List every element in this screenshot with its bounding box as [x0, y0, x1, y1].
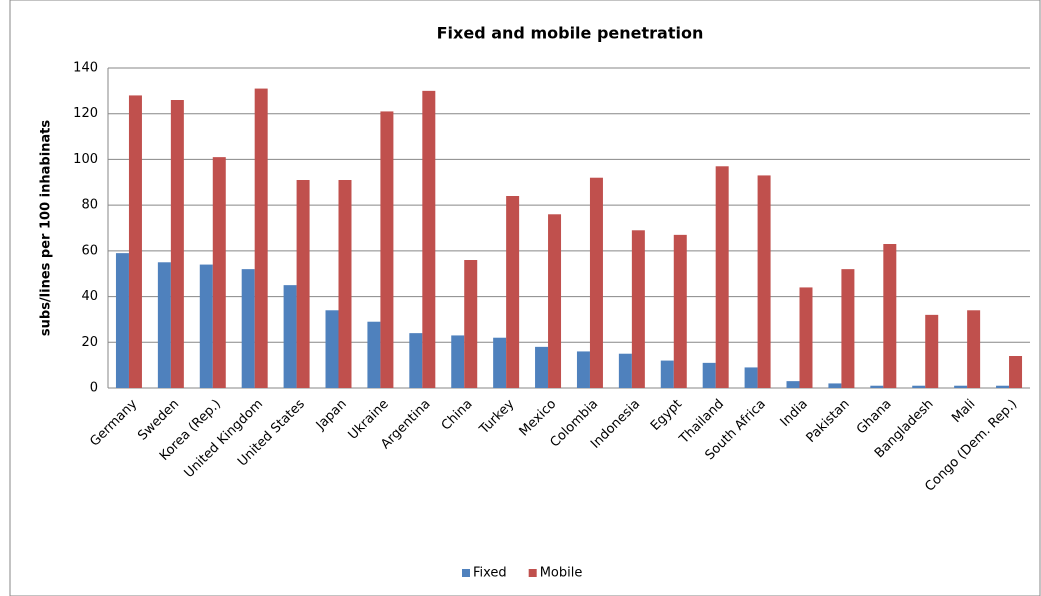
bar: [296, 180, 310, 388]
bar: [464, 260, 478, 388]
bar: [1009, 356, 1023, 388]
bar: [841, 269, 855, 388]
y-tick-label: 120: [73, 106, 98, 121]
y-tick-label: 60: [81, 243, 98, 258]
bar: [380, 111, 394, 388]
bar: [786, 381, 800, 388]
y-tick-label: 100: [73, 152, 98, 167]
bar: [212, 157, 226, 388]
legend-swatch: [462, 569, 470, 577]
y-tick-label: 140: [73, 61, 98, 76]
bar: [576, 351, 590, 388]
bar: [409, 333, 423, 388]
y-axis-label: subs/lines per 100 inhabinats: [39, 120, 54, 336]
bar: [925, 314, 939, 388]
bar: [715, 166, 729, 388]
bar: [128, 95, 142, 388]
bar: [451, 335, 465, 388]
bar: [548, 214, 562, 388]
bar: [422, 90, 436, 388]
bar: [883, 244, 897, 388]
bar: [912, 385, 926, 388]
legend-label: Fixed: [473, 566, 507, 581]
bar: [589, 177, 603, 388]
legend-swatch: [528, 569, 537, 577]
y-tick-label: 40: [81, 289, 98, 304]
bar: [870, 385, 884, 388]
y-tick-label: 20: [81, 335, 98, 350]
legend-label: Mobile: [540, 566, 583, 581]
bar: [506, 196, 520, 388]
bar: [757, 175, 771, 388]
bar: [170, 100, 184, 388]
bar: [493, 337, 507, 388]
bar: [618, 353, 632, 388]
bar: [673, 234, 687, 388]
bar: [325, 310, 339, 388]
y-tick-label: 0: [90, 381, 98, 396]
bar: [967, 310, 981, 388]
bar: [996, 385, 1010, 388]
bar: [631, 230, 645, 388]
bar: [535, 346, 549, 388]
bar: [241, 269, 255, 388]
chart-title: Fixed and mobile penetration: [437, 24, 704, 43]
bar: [199, 264, 213, 388]
bar: [367, 321, 381, 388]
y-tick-label: 80: [81, 198, 98, 213]
bar: [702, 362, 716, 388]
bar: [283, 285, 297, 388]
bar: [744, 367, 758, 388]
bar: [799, 287, 813, 388]
bar: [254, 88, 268, 389]
bar: [828, 383, 842, 388]
bar: [954, 385, 968, 388]
bar: [338, 180, 352, 388]
bar: [115, 253, 129, 388]
bar: [660, 360, 674, 388]
bar: [157, 262, 171, 388]
